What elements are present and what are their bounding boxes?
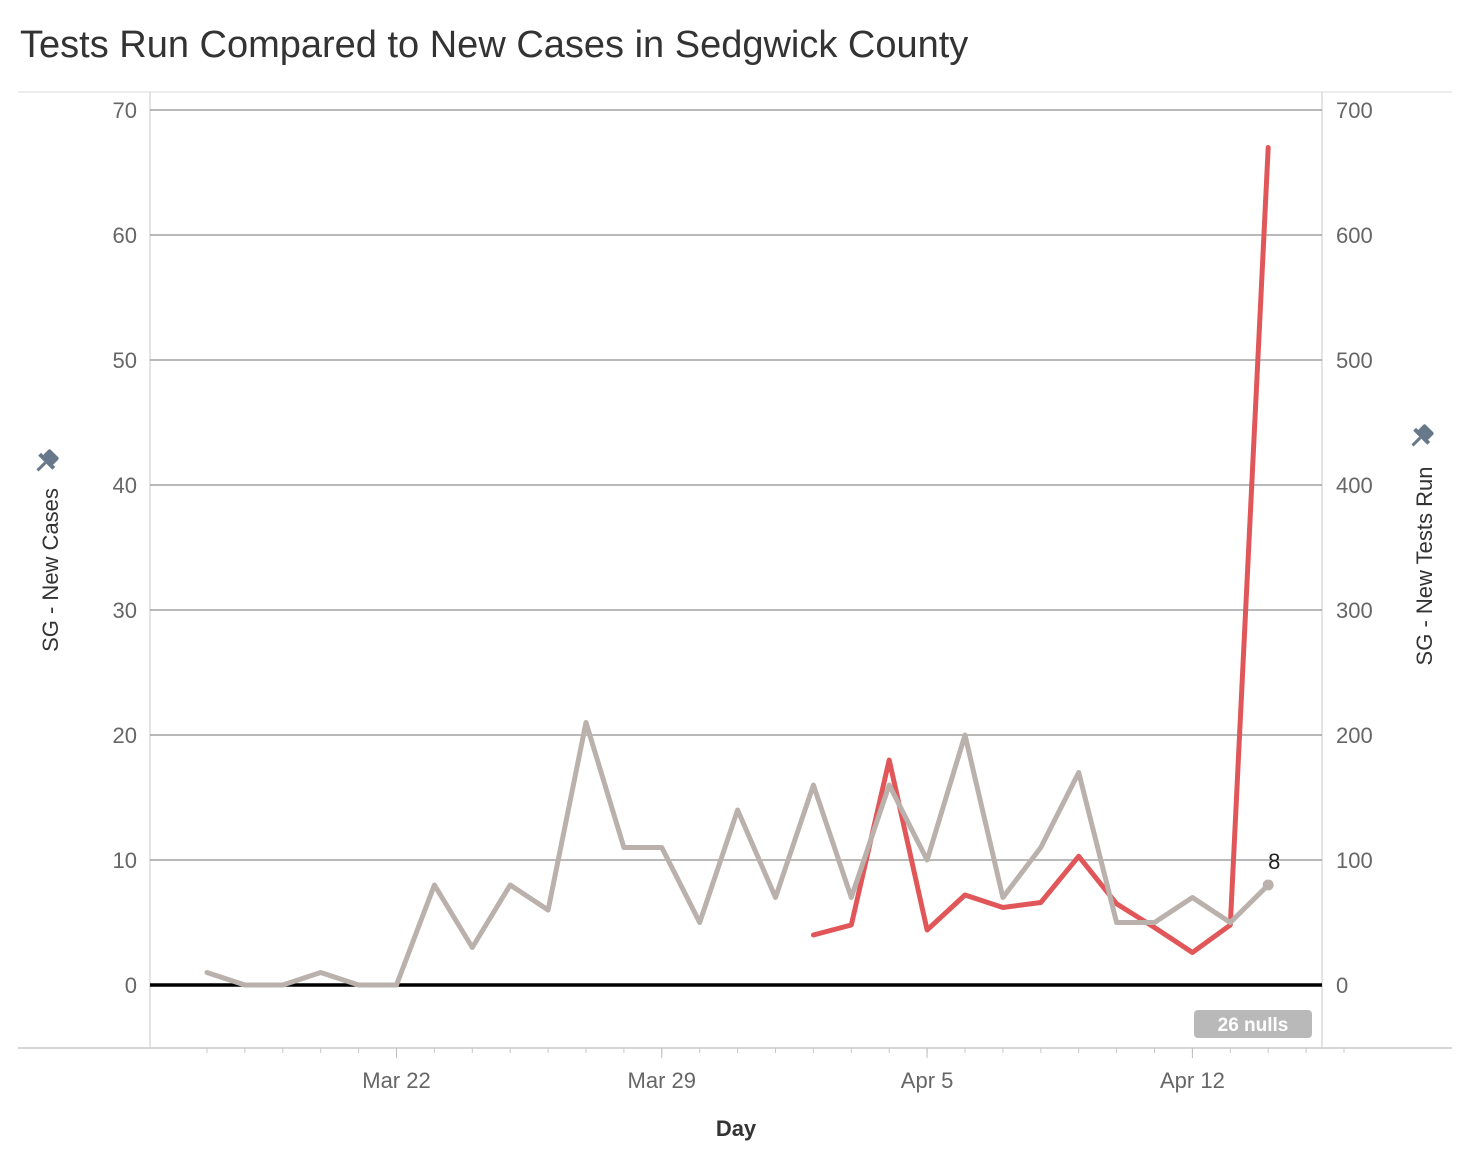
left-tick-label: 10 [113, 848, 137, 873]
x-tick-label: Apr 12 [1160, 1068, 1225, 1093]
chart-frame [18, 91, 1452, 1049]
left-tick-label: 50 [113, 348, 137, 373]
left-tick-label: 30 [113, 598, 137, 623]
right-tick-label: 200 [1336, 723, 1373, 748]
left-axis-ticks: 0 10 20 30 40 50 60 70 [113, 98, 137, 998]
right-tick-label: 400 [1336, 473, 1373, 498]
x-axis-title: Day [716, 1116, 757, 1141]
pin-icon[interactable] [1405, 421, 1436, 452]
left-tick-label: 70 [113, 98, 137, 123]
right-axis-ticks: 0 100 200 300 400 500 600 700 [1336, 98, 1373, 998]
right-tick-label: 300 [1336, 598, 1373, 623]
series-line-sg-new-tests-run [810, 145, 1271, 955]
right-tick-label: 0 [1336, 973, 1348, 998]
left-axis-title-group: SG - New Cases [38, 488, 63, 652]
right-axis-title-group: SG - New Tests Run [1412, 467, 1437, 666]
x-tick-label: Apr 5 [901, 1068, 954, 1093]
right-tick-label: 600 [1336, 223, 1373, 248]
left-tick-label: 40 [113, 473, 137, 498]
nulls-badge-label: 26 nulls [1218, 1015, 1289, 1036]
right-axis-title: SG - New Tests Run [1412, 467, 1437, 666]
labels-layer: 8 [1268, 849, 1280, 874]
right-tick-label: 700 [1336, 98, 1373, 123]
x-axis-ticks: Mar 22 Mar 29 Apr 5 Apr 12 [206, 1048, 1345, 1093]
end-data-label: 8 [1268, 849, 1280, 874]
left-axis-title: SG - New Cases [38, 488, 63, 652]
right-tick-label: 100 [1336, 848, 1373, 873]
chart-title: Tests Run Compared to New Cases in Sedgw… [20, 24, 969, 66]
left-tick-label: 20 [113, 723, 137, 748]
series-end-point [1262, 879, 1274, 891]
nulls-badge[interactable]: 26 nulls [1194, 1010, 1312, 1038]
pin-icon[interactable] [30, 446, 61, 477]
series-layer [204, 145, 1274, 988]
gridlines [150, 109, 1322, 987]
left-tick-label: 60 [113, 223, 137, 248]
x-tick-label: Mar 22 [362, 1068, 430, 1093]
x-tick-label: Mar 29 [628, 1068, 696, 1093]
series-line-sg-new-cases [204, 720, 1271, 988]
left-tick-label: 0 [125, 973, 137, 998]
right-tick-label: 500 [1336, 348, 1373, 373]
